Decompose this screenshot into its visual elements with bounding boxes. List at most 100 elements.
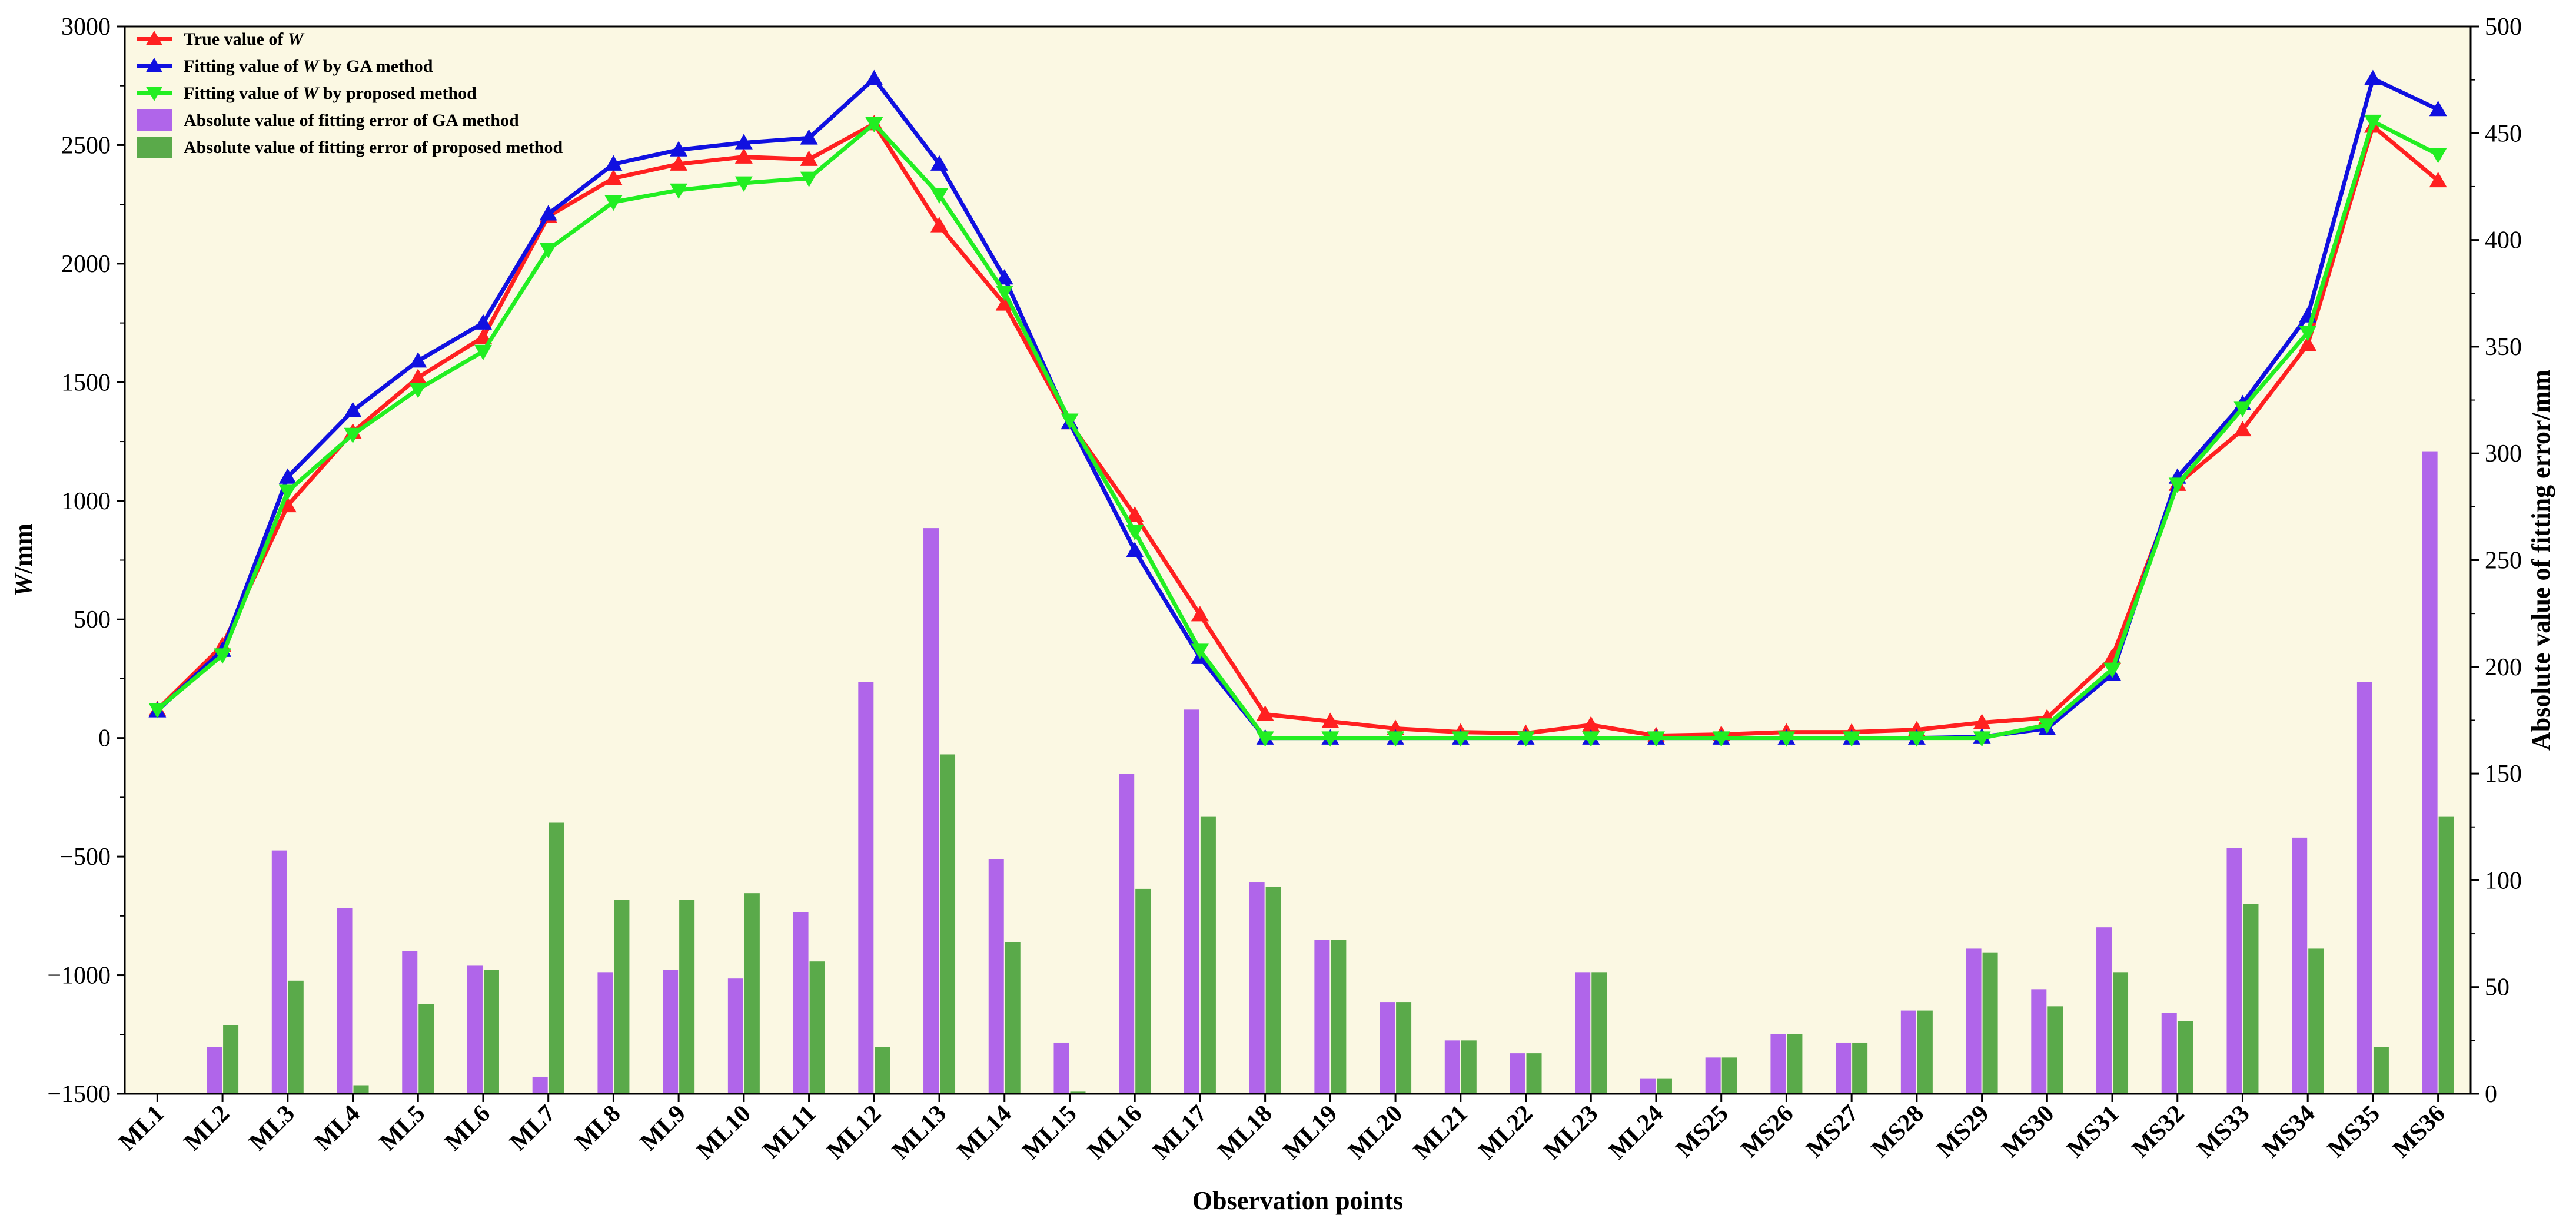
series-line-proposed-fit — [156, 119, 2439, 741]
marker-proposed-fit — [1973, 731, 1991, 747]
y2-tick-label: 100 — [2485, 867, 2522, 894]
y2-tick-label: 400 — [2485, 227, 2522, 254]
x-tick-label: ML20 — [1343, 1100, 1408, 1165]
x-tick-label: MS32 — [2127, 1100, 2190, 1163]
plot-background — [125, 26, 2471, 1094]
marker-true-value — [2299, 335, 2317, 351]
marker-proposed-fit — [1126, 525, 1144, 541]
bar-proposed-error — [1917, 1010, 1933, 1094]
marker-true-value — [409, 369, 427, 384]
marker-proposed-fit — [474, 344, 492, 360]
y-tick-label: 3000 — [61, 14, 111, 41]
bar-proposed-error — [2373, 1047, 2389, 1094]
bar-ga-error — [1119, 774, 1135, 1094]
bar-proposed-error — [483, 970, 499, 1094]
x-tick-label: ML4 — [309, 1100, 365, 1156]
bar-proposed-error — [2047, 1006, 2063, 1094]
bar-proposed-error — [809, 961, 825, 1094]
legend-swatch-proposed-error — [137, 137, 172, 158]
marker-ga-fit — [604, 155, 623, 171]
x-tick-label: MS30 — [1997, 1100, 2060, 1163]
marker-ga-fit — [344, 401, 362, 417]
marker-true-value — [2429, 171, 2447, 188]
bar-ga-error — [1249, 882, 1265, 1094]
x-tick-label: MS36 — [2388, 1100, 2451, 1163]
marker-proposed-fit — [1777, 731, 1796, 747]
bar-proposed-error — [1200, 816, 1216, 1094]
marker-proposed-fit — [1647, 731, 1665, 747]
y-axis-title: W/mm — [9, 523, 38, 597]
legend-label-proposed-error: Absolute value of fitting error of propo… — [184, 138, 563, 157]
legend-label-suffix: by proposed method — [318, 84, 477, 103]
marker-true-value — [2233, 420, 2252, 437]
marker-ga-fit — [409, 352, 427, 368]
bar-ga-error — [1314, 940, 1330, 1094]
x-tick-label: ML17 — [1148, 1100, 1212, 1165]
marker-proposed-fit — [800, 171, 818, 187]
marker-proposed-fit — [670, 183, 688, 199]
plot-area — [125, 26, 2471, 1094]
y-axis-title-italic: W — [9, 572, 38, 597]
x-tick-label: MS31 — [2062, 1100, 2125, 1163]
bar-ga-error — [2292, 837, 2308, 1094]
bar-ga-error — [1575, 972, 1591, 1094]
bar-ga-error — [923, 528, 939, 1094]
x-tick-label: ML7 — [505, 1100, 561, 1156]
marker-proposed-fit — [1843, 731, 1861, 747]
legend-label-proposed-fit: Fitting value of W by proposed method — [184, 84, 477, 103]
x-tick-label: MS35 — [2322, 1100, 2385, 1163]
legend-label-italic: W — [303, 84, 320, 103]
bar-ga-error — [2031, 989, 2047, 1094]
bar-ga-error — [2422, 451, 2438, 1094]
marker-true-value — [474, 328, 492, 344]
bar-ga-error — [271, 850, 287, 1094]
marker-proposed-fit — [539, 243, 557, 258]
bar-ga-error — [858, 682, 874, 1094]
x-tick-label: ML9 — [635, 1100, 691, 1156]
legend-label-prefix: Fitting value of — [184, 57, 303, 76]
marker-proposed-fit — [604, 195, 623, 211]
x-tick-label: ML6 — [440, 1100, 496, 1156]
bar-proposed-error — [875, 1047, 890, 1094]
legend-label-ga-fit: Fitting value of W by GA method — [184, 57, 433, 76]
y2-tick-label: 50 — [2485, 974, 2509, 1001]
bar-ga-error — [2226, 848, 2242, 1094]
y2-tick-label: 450 — [2485, 120, 2522, 147]
y-tick-label: −1000 — [47, 963, 111, 990]
bar-ga-error — [1770, 1034, 1786, 1094]
x-tick-label: MS29 — [1932, 1100, 1995, 1163]
bar-proposed-error — [1331, 940, 1347, 1094]
bar-proposed-error — [353, 1085, 369, 1094]
y-tick-label: 1500 — [61, 369, 111, 396]
bar-proposed-error — [1135, 888, 1151, 1094]
x-tick-label: ML22 — [1474, 1100, 1538, 1165]
legend-marker-proposed-fit — [146, 87, 162, 101]
marker-proposed-fit — [278, 484, 297, 500]
bar-ga-error — [1380, 1002, 1395, 1094]
bar-proposed-error — [549, 822, 564, 1094]
x-tick-label: MS26 — [1736, 1100, 1799, 1163]
bar-proposed-error — [288, 980, 304, 1094]
x-tick-label: ML8 — [570, 1100, 626, 1156]
marker-proposed-fit — [2038, 718, 2056, 734]
x-tick-label: ML16 — [1082, 1100, 1147, 1165]
y-tick-label: 1000 — [61, 488, 111, 515]
x-tick-label: ML14 — [952, 1100, 1017, 1165]
bar-layer — [207, 451, 2454, 1094]
bar-proposed-error — [1005, 942, 1021, 1094]
bar-ga-error — [1444, 1040, 1460, 1094]
bar-proposed-error — [2178, 1021, 2193, 1094]
legend-label-ga-error: Absolute value of fitting error of GA me… — [184, 111, 519, 130]
bar-proposed-error — [679, 900, 695, 1094]
bar-proposed-error — [2113, 972, 2129, 1094]
marker-true-value — [734, 148, 753, 164]
bar-proposed-error — [1787, 1034, 1803, 1094]
bar-proposed-error — [1591, 972, 1607, 1094]
marker-true-value — [1582, 716, 1600, 732]
legend-swatch-ga-error — [137, 109, 172, 131]
marker-ga-fit — [865, 69, 883, 85]
x-tick-label: ML10 — [692, 1100, 756, 1165]
y-tick-label: 2000 — [61, 251, 111, 278]
